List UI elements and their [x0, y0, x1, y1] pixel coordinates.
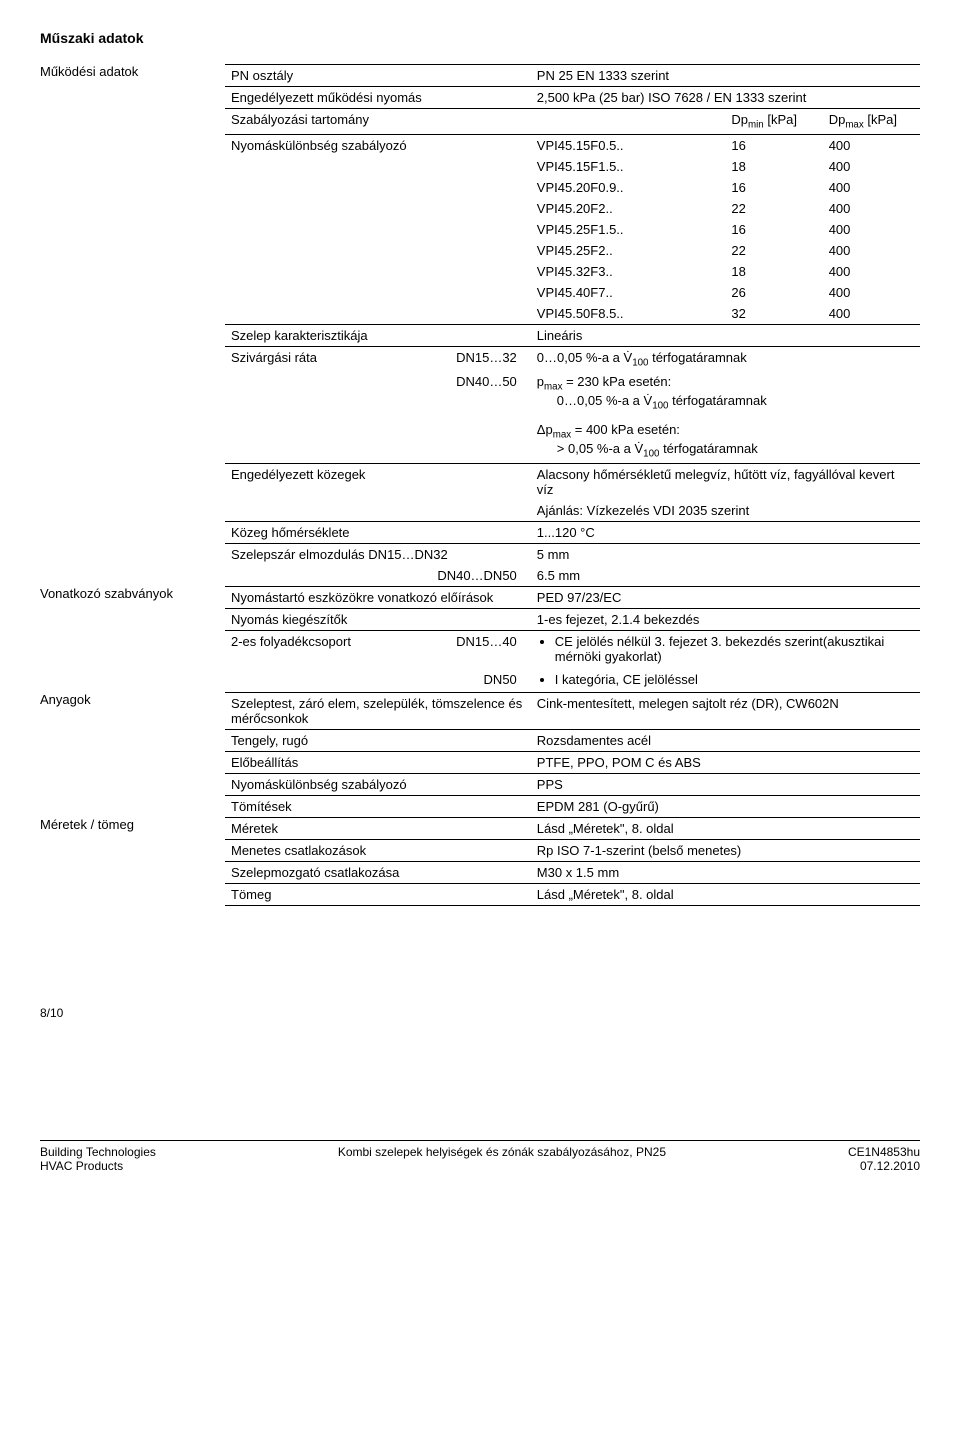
label: Előbeállítás — [225, 751, 531, 773]
footer-center: Kombi szelepek helyiségek és zónák szabá… — [338, 1145, 666, 1159]
label: Engedélyezett működési nyomás — [225, 87, 531, 109]
label: PN osztály — [225, 65, 531, 87]
label: Szivárgási ráta DN15…32 — [225, 346, 531, 371]
value: 1...120 °C — [531, 521, 920, 543]
model-v1: 18 — [725, 261, 822, 282]
model-v1: 16 — [725, 177, 822, 198]
footer-left-2: HVAC Products — [40, 1159, 156, 1173]
label: 2-es folyadékcsoport DN15…40 — [225, 630, 531, 669]
model-v2: 400 — [823, 282, 920, 303]
model-v2: 400 — [823, 240, 920, 261]
spec-table: Méretek Lásd „Méretek", 8. oldal Menetes… — [225, 817, 920, 906]
model-v1: 16 — [725, 134, 822, 156]
value: Lásd „Méretek", 8. oldal — [531, 883, 920, 905]
footer-right-1: CE1N4853hu — [848, 1145, 920, 1159]
model-code: VPI45.50F8.5.. — [531, 303, 726, 325]
value: 6.5 mm — [531, 565, 920, 586]
value: 5 mm — [531, 543, 920, 565]
section-meretek: Méretek / tömeg — [40, 817, 225, 832]
model-v2: 400 — [823, 303, 920, 325]
value: Alacsony hőmérsékletű melegvíz, hűtött v… — [531, 463, 920, 500]
model-v2: 400 — [823, 177, 920, 198]
sublabel: DN50 — [225, 669, 531, 692]
label: Szabályozási tartomány — [225, 109, 531, 135]
label: Tömeg — [225, 883, 531, 905]
value: 1-es fejezet, 2.1.4 bekezdés — [531, 608, 920, 630]
model-v2: 400 — [823, 198, 920, 219]
dp-min-header: Dpmin [kPa] — [725, 109, 822, 135]
label: Tömítések — [225, 795, 531, 817]
label: Tengely, rugó — [225, 729, 531, 751]
label: Nyomástartó eszközökre vonatkozó előírás… — [225, 586, 531, 608]
model-v1: 22 — [725, 240, 822, 261]
footer-right-2: 07.12.2010 — [848, 1159, 920, 1173]
label: Nyomás kiegészítők — [225, 608, 531, 630]
dp-max-header: Dpmax [kPa] — [823, 109, 920, 135]
model-code: VPI45.32F3.. — [531, 261, 726, 282]
page-footer: Building Technologies HVAC Products Komb… — [40, 1140, 920, 1173]
value: PPS — [531, 773, 920, 795]
label: Szelepszár elmozdulás DN15…DN32 — [225, 543, 531, 565]
sublabel: DN40…DN50 — [225, 565, 531, 586]
value: PN 25 EN 1333 szerint — [531, 65, 920, 87]
value: Δpmax = 400 kPa esetén: > 0,05 %-a a V̇1… — [531, 414, 920, 463]
label: Nyomáskülönbség szabályozó — [225, 134, 531, 324]
section-anyagok: Anyagok — [40, 692, 225, 707]
label: Szelepmozgató csatlakozása — [225, 861, 531, 883]
label: Szeleptest, záró elem, szelepülék, tömsz… — [225, 692, 531, 729]
value: 2,500 kPa (25 bar) ISO 7628 / EN 1333 sz… — [531, 87, 920, 109]
model-code: VPI45.15F1.5.. — [531, 156, 726, 177]
value: PED 97/23/EC — [531, 586, 920, 608]
model-v1: 32 — [725, 303, 822, 325]
model-v1: 26 — [725, 282, 822, 303]
section-vonatkozo: Vonatkozó szabványok — [40, 586, 225, 601]
model-v1: 22 — [725, 198, 822, 219]
value: Cink-mentesített, melegen sajtolt réz (D… — [531, 692, 920, 729]
value: M30 x 1.5 mm — [531, 861, 920, 883]
value: Ajánlás: Vízkezelés VDI 2035 szerint — [531, 500, 920, 522]
model-code: VPI45.25F1.5.. — [531, 219, 726, 240]
model-code: VPI45.20F2.. — [531, 198, 726, 219]
label: Nyomáskülönbség szabályozó — [225, 773, 531, 795]
value: I kategória, CE jelöléssel — [531, 669, 920, 692]
page-number: 8/10 — [40, 1006, 920, 1020]
value: EPDM 281 (O-gyűrű) — [531, 795, 920, 817]
label: Szelep karakterisztikája — [225, 324, 531, 346]
label: Közeg hőmérséklete — [225, 521, 531, 543]
model-code: VPI45.40F7.. — [531, 282, 726, 303]
label: Menetes csatlakozások — [225, 839, 531, 861]
value: pmax = 230 kPa esetén: 0…0,05 %-a a V̇10… — [531, 371, 920, 414]
value: Rozsdamentes acél — [531, 729, 920, 751]
value: Lineáris — [531, 324, 920, 346]
value: Lásd „Méretek", 8. oldal — [531, 817, 920, 839]
section-mukodesi: Működési adatok — [40, 64, 225, 79]
model-code: VPI45.25F2.. — [531, 240, 726, 261]
model-v2: 400 — [823, 219, 920, 240]
spec-table: Szeleptest, záró elem, szelepülék, tömsz… — [225, 692, 920, 817]
page-title: Műszaki adatok — [40, 30, 920, 46]
value: Rp ISO 7-1-szerint (belső menetes) — [531, 839, 920, 861]
model-v2: 400 — [823, 134, 920, 156]
label: Engedélyezett közegek — [225, 463, 531, 500]
model-v2: 400 — [823, 156, 920, 177]
spec-table: Nyomástartó eszközökre vonatkozó előírás… — [225, 586, 920, 692]
value: CE jelölés nélkül 3. fejezet 3. bekezdés… — [531, 630, 920, 669]
label: Méretek — [225, 817, 531, 839]
spec-table: PN osztály PN 25 EN 1333 szerint Engedél… — [225, 64, 920, 586]
value: PTFE, PPO, POM C és ABS — [531, 751, 920, 773]
model-v1: 16 — [725, 219, 822, 240]
model-code: VPI45.15F0.5.. — [531, 134, 726, 156]
sublabel: DN40…50 — [225, 371, 531, 414]
model-v2: 400 — [823, 261, 920, 282]
model-code: VPI45.20F0.9.. — [531, 177, 726, 198]
model-v1: 18 — [725, 156, 822, 177]
value: 0…0,05 %-a a V̇100 térfogatáramnak — [531, 346, 920, 371]
footer-left-1: Building Technologies — [40, 1145, 156, 1159]
